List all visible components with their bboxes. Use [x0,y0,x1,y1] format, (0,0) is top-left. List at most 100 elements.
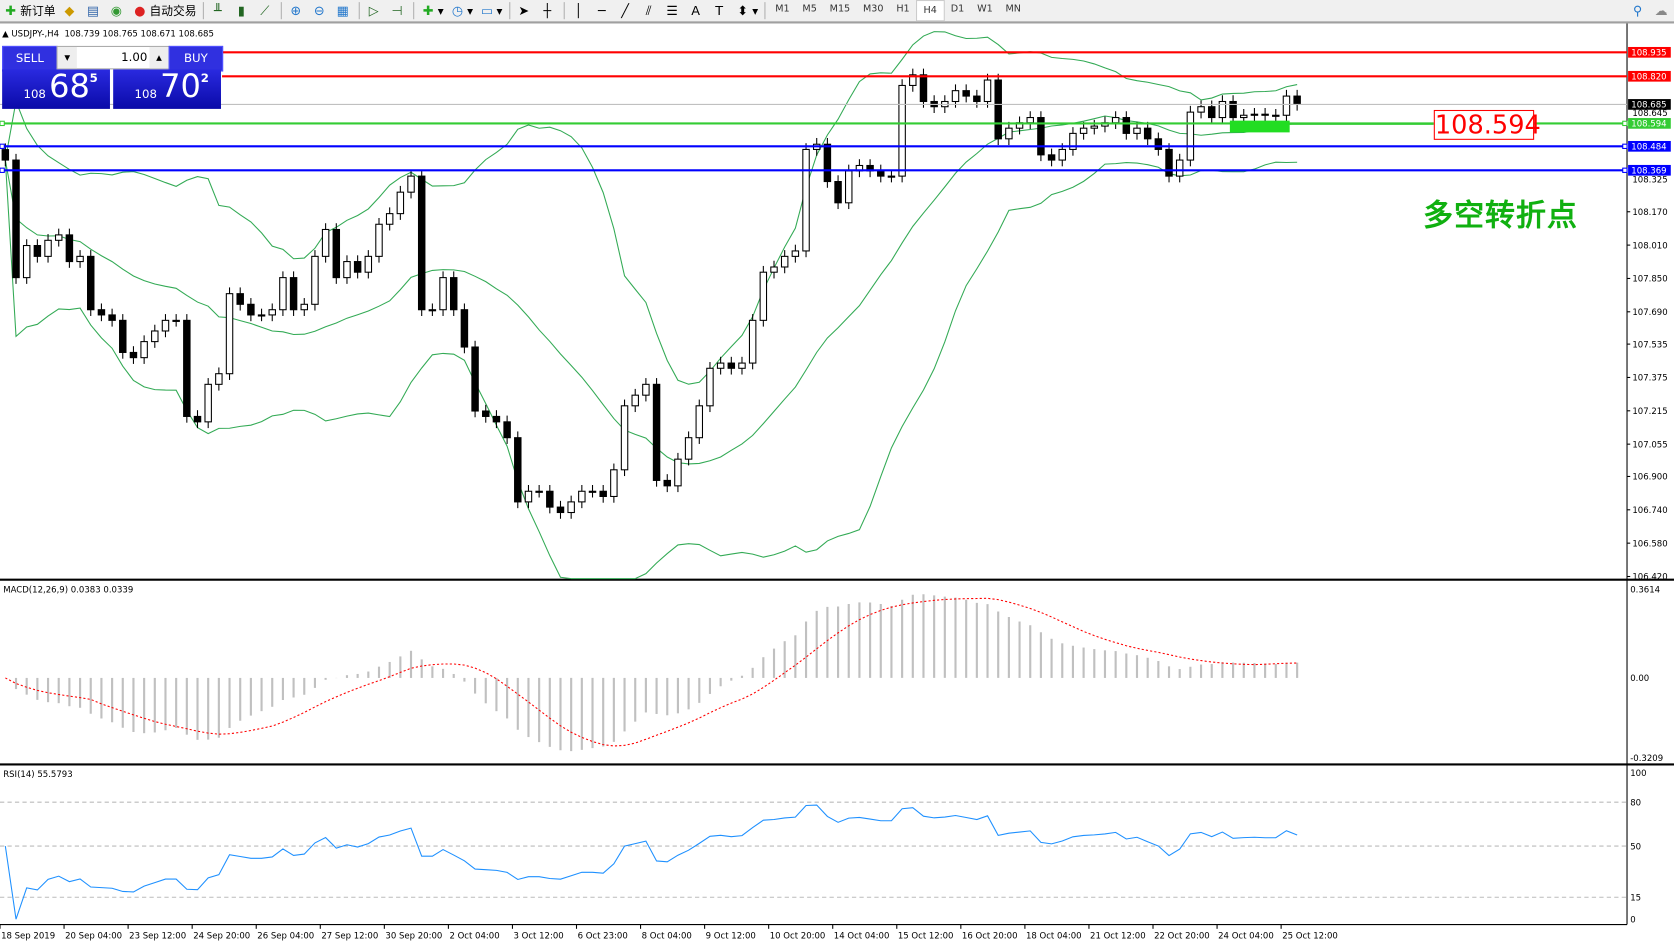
vertical-line-button[interactable]: │ [568,1,591,20]
time-tick-label: 6 Oct 23:00 [578,931,628,941]
lot-decrease-button[interactable]: ▼ [57,46,77,69]
timeframe-h4[interactable]: H4 [916,0,945,22]
sell-price[interactable]: 108 68 5 [2,68,110,109]
candle-body [364,255,373,273]
price-tag [1628,99,1671,110]
separator [764,2,766,20]
fibonacci-button[interactable]: ☰ [661,1,684,20]
auto-trading-button[interactable]: ● 自动交易 [129,1,199,20]
candle-body [1240,114,1248,119]
candle-body [546,490,554,508]
price-tag-label: 108.594 [1631,120,1666,130]
timeframe-m15[interactable]: M15 [829,4,851,15]
line-anchor-handle [1622,120,1628,127]
sell-price-prefix: 108 [23,87,46,102]
pivot-text-annotation[interactable]: 多空转折点 [1423,197,1578,233]
timeframe-bar: M1 M5 M15 M30 H1 H4 D1 W1 MN [769,0,1028,22]
price-tick-label: 106.580 [1632,539,1667,549]
arrows-button[interactable]: ⬍ ▾ [732,1,761,20]
bar-chart-icon: ╨ [213,3,222,19]
price-tick-label: 107.690 [1632,308,1667,318]
market-watch-button[interactable]: ▤ [82,1,105,20]
candle-body [770,266,778,273]
candle-body [449,277,458,311]
lot-increase-button[interactable]: ▲ [149,46,169,69]
time-tick-label: 24 Sep 20:00 [193,931,250,941]
timeframe-m1[interactable]: M1 [775,4,790,15]
candle-body [439,277,447,311]
cursor-button[interactable]: ➤ [513,1,536,20]
candle-body [215,373,223,385]
bar-chart-button[interactable]: ╨ [207,1,230,20]
buy-price-prefix: 108 [134,87,157,102]
separator [413,2,415,20]
time-tick-label: 3 Oct 12:00 [514,931,564,941]
timeframe-h1[interactable]: H1 [896,4,910,15]
horizontal-line-button[interactable]: ─ [591,1,614,20]
candle-body [172,319,180,322]
candle-body [1069,132,1077,150]
sell-button[interactable]: SELL [2,45,58,72]
price-tick-label: 107.850 [1632,275,1667,285]
lot-value[interactable]: 1.00 [121,50,148,65]
trendline-button[interactable]: ╱ [615,1,638,20]
candle-body [1175,159,1184,177]
timeframe-m30[interactable]: M30 [862,4,884,15]
toolbar: ✚ 新订单 ◆ ▤ ◉ ● 自动交易 ╨ ▮ ⟋ ⊕ ⊖ ▦ ▷ ⊣ ✚ ▾ ◷ ▾ ▭… [0,0,1674,24]
timeframe-m5[interactable]: M5 [802,4,817,15]
timeframe-d1[interactable]: D1 [950,4,965,15]
candle-body [1005,127,1013,140]
periods-button[interactable]: ◷ ▾ [451,3,474,19]
shift-icon: ⊣ [391,3,403,19]
price-tag-label: 108.685 [1631,101,1666,111]
text-label-button[interactable]: T [708,1,731,20]
chart-canvas[interactable]: 108.170 108.010 107.850 107.690 107.535 107.3… [0,23,1674,945]
candle-body [663,479,671,487]
cursor-icon: ➤ [518,3,530,19]
candle-body [524,490,533,503]
lot-size-input[interactable]: ▼ 1.00 ▲ [56,45,170,70]
crosshair-button[interactable]: ┼ [537,1,560,20]
buy-button[interactable]: BUY [168,45,224,72]
chat-button[interactable]: ☁ [1651,1,1674,20]
buy-price[interactable]: 108 70 2 [113,68,221,109]
price-tick-label: 107.215 [1632,407,1667,417]
new-order-icon: ✚ [5,3,17,19]
time-tick-label: 20 Sep 04:00 [65,931,122,941]
candle-body [151,330,159,343]
price-tag [1628,140,1671,152]
time-tick-label: 16 Oct 20:00 [962,931,1018,941]
price-label-annotation[interactable]: 108.594 [1433,109,1541,140]
scroll-button[interactable]: ▷ [363,1,386,20]
line-chart-button[interactable]: ⟋ [254,1,277,20]
new-order-button[interactable]: ✚ 新订单 [0,1,59,20]
candle-body [385,213,394,225]
text-label-icon: T [715,3,724,19]
candle-body [428,309,437,312]
candle-body [823,143,832,183]
tile-windows-button[interactable]: ▦ [332,1,355,20]
equidistant-channel-button[interactable]: ⫽ [638,1,661,20]
timeframe-w1[interactable]: W1 [977,4,993,15]
timeframe-mn[interactable]: MN [1005,4,1021,15]
zoom-in-button[interactable]: ⊕ [285,1,308,20]
zoom-out-button[interactable]: ⊖ [309,1,332,20]
candle-body [898,84,906,177]
candle-body [482,410,490,417]
candle-body [1037,117,1045,156]
history-button[interactable]: ◆ [59,1,82,20]
templates-button[interactable]: ▭ ▾ [480,3,503,19]
signals-button[interactable]: ◉ [106,1,129,20]
candle-body [65,234,74,263]
shift-button[interactable]: ⊣ [386,1,409,20]
candle-body [1229,100,1237,119]
sell-price-pips: 68 [49,68,90,106]
indicators-button[interactable]: ✚ ▾ [417,1,446,20]
search-button[interactable]: ⚲ [1627,1,1650,20]
candlestick-button[interactable]: ▮ [231,1,254,20]
candle-body [909,74,917,86]
candle-body [161,319,170,332]
candle-body [802,148,810,252]
text-button[interactable]: A [685,1,708,20]
time-tick-label: 22 Oct 20:00 [1154,931,1210,941]
